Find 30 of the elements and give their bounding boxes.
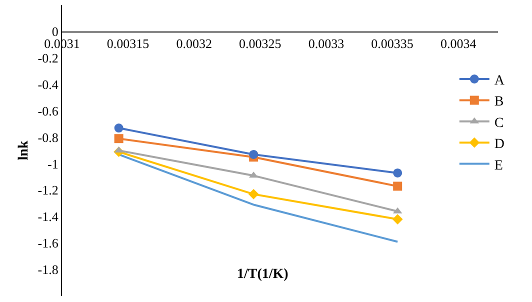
x-tick-label: 0.0032	[176, 36, 212, 52]
y-tick-label: -0.4	[38, 76, 59, 92]
y-tick-label: -0.6	[38, 103, 59, 118]
point	[114, 134, 124, 144]
point	[249, 150, 258, 159]
y-tick-label: -1.8	[38, 262, 58, 278]
legend-label: C	[494, 116, 504, 131]
x-tick-label: 0.00335	[371, 36, 414, 52]
point	[248, 188, 259, 200]
point	[393, 168, 402, 178]
y-tick-label: -1	[48, 156, 58, 172]
y-tick-label: -0.8	[38, 130, 58, 145]
x-tick-label: 0.0034	[440, 36, 477, 52]
y-tick-label: -1.2	[38, 182, 58, 198]
y-tick-label: -1.4	[38, 209, 59, 224]
point	[393, 182, 402, 191]
x-tick-label: 0.00315	[106, 36, 150, 52]
legend-label: D	[494, 137, 505, 152]
point	[392, 214, 403, 224]
y-tick-label: 0	[52, 24, 58, 39]
point	[114, 124, 124, 133]
legend-label: A	[494, 73, 506, 88]
legend-label: B	[494, 94, 504, 110]
x-tick-label: 0.0033	[308, 36, 344, 52]
legend-label: E	[494, 158, 503, 174]
x-axis-title: 1/T(1/K)	[237, 267, 289, 282]
y-tick-label: -1.6	[38, 236, 59, 251]
y-tick-label: -0.2	[38, 50, 58, 66]
x-tick-label: 0.00325	[239, 36, 282, 52]
y-axis-title: lnk	[16, 140, 32, 160]
